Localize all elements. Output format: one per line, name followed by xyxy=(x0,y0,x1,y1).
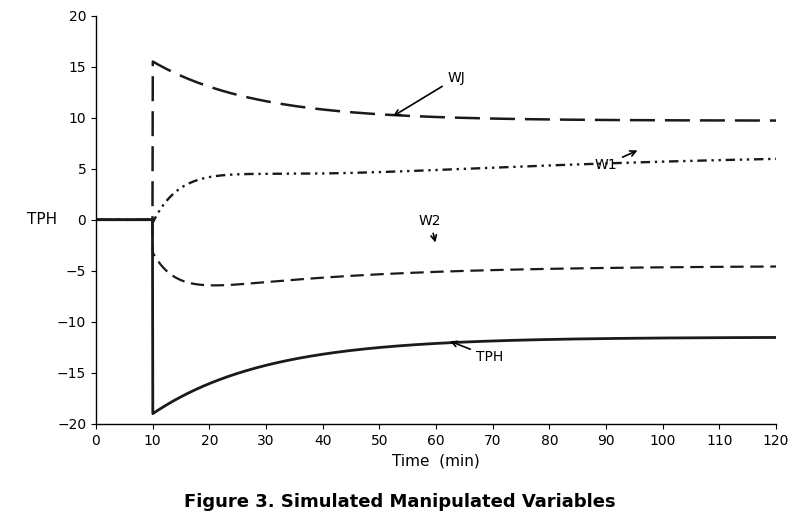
Y-axis label: TPH: TPH xyxy=(26,212,57,227)
X-axis label: Time  (min): Time (min) xyxy=(392,453,480,468)
Text: W2: W2 xyxy=(419,214,442,241)
Text: TPH: TPH xyxy=(452,341,503,363)
Text: W1: W1 xyxy=(594,151,636,172)
Text: Figure 3. Simulated Manipulated Variables: Figure 3. Simulated Manipulated Variable… xyxy=(184,493,616,511)
Text: WJ: WJ xyxy=(394,71,465,115)
